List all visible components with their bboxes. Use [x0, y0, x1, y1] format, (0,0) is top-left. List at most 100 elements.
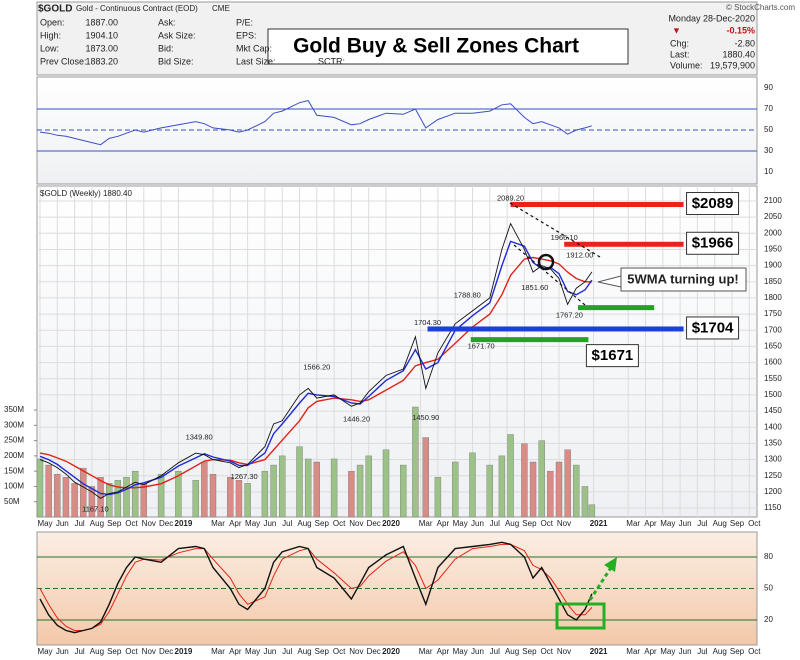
- highlight-box: [555, 602, 606, 630]
- x-tick-label: Jul: [490, 519, 500, 528]
- x-tick-label: May: [37, 647, 52, 656]
- x-tick-label: Apr: [229, 519, 242, 528]
- y-tick-label: 50: [764, 584, 773, 593]
- field-value: 1873.00: [85, 43, 118, 53]
- volume-bar: [564, 449, 571, 518]
- price-panel: [36, 185, 758, 518]
- y-tick-label: 2050: [764, 212, 782, 221]
- volume-tick-label: 100M: [4, 482, 24, 491]
- banner: Gold Buy & Sell Zones Chart: [293, 35, 579, 58]
- price-annotation: 1267.30: [231, 472, 258, 481]
- instrument-name: Gold - Continuous Contract (EOD): [76, 4, 198, 13]
- x-tick-label: May: [453, 519, 468, 528]
- y-tick-label: 1550: [764, 374, 782, 383]
- highlight-circle: [537, 253, 555, 271]
- volume-bar: [422, 437, 429, 518]
- x-tick-label: Apr: [437, 519, 450, 528]
- volume-bar: [45, 464, 52, 518]
- x-tick-label: Nov: [142, 519, 156, 528]
- x-tick-label: Jun: [679, 519, 692, 528]
- y-tick-label: 1900: [764, 261, 782, 270]
- x-tick-label: Jun: [263, 647, 276, 656]
- field-label: Chg:: [670, 38, 689, 48]
- price-annotation: 2089.20: [497, 193, 524, 202]
- y-tick-label: 1400: [764, 422, 782, 431]
- y-tick-label: 1350: [764, 438, 782, 447]
- x-tick-label: Nov: [557, 647, 571, 656]
- x-tick-label: Sep: [315, 647, 330, 656]
- x-tick-label: Aug: [297, 647, 311, 656]
- y-tick-label: 1450: [764, 406, 782, 415]
- x-tick-label: Nov: [142, 647, 156, 656]
- y-tick-label: 1250: [764, 471, 782, 480]
- field-value: 1887.00: [85, 17, 118, 27]
- volume-tick-label: 250M: [4, 436, 24, 445]
- volume-bar: [175, 470, 182, 518]
- y-tick-label: 2100: [764, 196, 782, 205]
- volume-bar: [555, 461, 563, 518]
- series-line: [39, 222, 593, 499]
- volume-bar: [88, 486, 96, 518]
- x-tick-label: Sep: [107, 647, 122, 656]
- x-tick-label: Oct: [540, 519, 553, 528]
- y-tick-label: 1300: [764, 455, 782, 464]
- volume-bar: [400, 464, 407, 518]
- x-tick-label: Sep: [522, 647, 537, 656]
- volume-bar: [227, 477, 234, 518]
- volume-bar: [114, 480, 122, 518]
- field-label: Volume:: [670, 60, 703, 70]
- price-annotation: 1671.70: [468, 341, 495, 350]
- x-tick-label: May: [37, 519, 52, 528]
- y-tick-label: 1950: [764, 245, 782, 254]
- y-tick-label: 1750: [764, 309, 782, 318]
- volume-bar: [304, 458, 312, 518]
- volume-bar: [365, 455, 372, 518]
- zone-label-box: [686, 192, 740, 216]
- zone-label: $1966: [692, 235, 734, 252]
- y-tick-label: 1200: [764, 487, 782, 496]
- x-tick-label: Sep: [522, 519, 537, 528]
- y-tick-label: 1600: [764, 358, 782, 367]
- field-label: High:: [40, 30, 61, 40]
- logo: © StockCharts.com: [726, 3, 795, 12]
- volume-bar: [270, 464, 277, 518]
- volume-bar: [192, 480, 199, 518]
- x-tick-label: Aug: [90, 519, 104, 528]
- volume-bar: [356, 464, 364, 518]
- y-tick-label: 1500: [764, 390, 782, 399]
- x-tick-label: Mar: [626, 519, 640, 528]
- x-tick-label: Jun: [679, 647, 692, 656]
- price-annotation: 1788.80: [454, 291, 481, 300]
- x-tick-label: 2020: [382, 519, 400, 528]
- x-tick-label: Apr: [644, 519, 657, 528]
- arrow-head: [604, 557, 617, 572]
- volume-bar: [486, 464, 493, 518]
- volume-bar: [547, 470, 554, 518]
- x-tick-label: Dec: [367, 519, 381, 528]
- volume-bar: [36, 458, 44, 518]
- volume-bar: [131, 470, 139, 518]
- field-value: 1880.40: [722, 49, 755, 59]
- y-tick-label: 1850: [764, 277, 782, 286]
- volume-bar: [452, 461, 459, 518]
- price-annotation: 1167.10: [82, 504, 109, 513]
- zone-line: [578, 305, 655, 311]
- y-tick-label: 90: [764, 83, 773, 92]
- x-tick-label: May: [660, 647, 675, 656]
- x-tick-label: Aug: [713, 519, 727, 528]
- volume-bar: [434, 477, 442, 518]
- volume-bar: [54, 474, 61, 518]
- price-annotation: 1912.00: [566, 251, 593, 260]
- field-label: Prev Close:: [40, 56, 87, 66]
- x-tick-label: Aug: [297, 519, 311, 528]
- volume-bar: [573, 464, 580, 518]
- zone-line: [510, 202, 684, 208]
- x-tick-label: Jul: [74, 647, 84, 656]
- x-tick-label: Oct: [748, 647, 761, 656]
- volume-bar: [330, 458, 338, 518]
- volume-bar: [412, 406, 419, 518]
- price-annotation: 1966.10: [551, 233, 578, 242]
- callout-box: [620, 267, 747, 292]
- symbol: $GOLD: [38, 4, 72, 15]
